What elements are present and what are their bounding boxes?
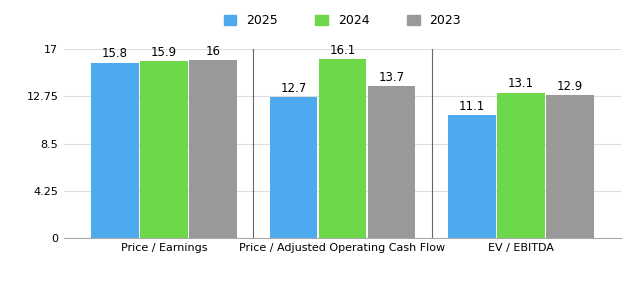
- Text: 15.9: 15.9: [151, 46, 177, 59]
- Text: 13.7: 13.7: [378, 71, 404, 84]
- Text: 11.1: 11.1: [459, 99, 485, 113]
- Bar: [319, 59, 366, 238]
- Bar: [547, 95, 594, 238]
- Bar: [140, 61, 188, 238]
- Text: 12.7: 12.7: [280, 82, 307, 95]
- Text: 16: 16: [205, 45, 220, 58]
- Legend: 2025, 2024, 2023: 2025, 2024, 2023: [223, 14, 461, 27]
- Text: 12.9: 12.9: [557, 79, 583, 93]
- Text: 15.8: 15.8: [102, 47, 128, 60]
- Text: 13.1: 13.1: [508, 77, 534, 90]
- Bar: [367, 86, 415, 238]
- Bar: [91, 63, 138, 238]
- Bar: [189, 60, 237, 238]
- Bar: [269, 97, 317, 238]
- Bar: [448, 115, 496, 238]
- Bar: [497, 93, 545, 238]
- Text: 16.1: 16.1: [329, 44, 356, 57]
